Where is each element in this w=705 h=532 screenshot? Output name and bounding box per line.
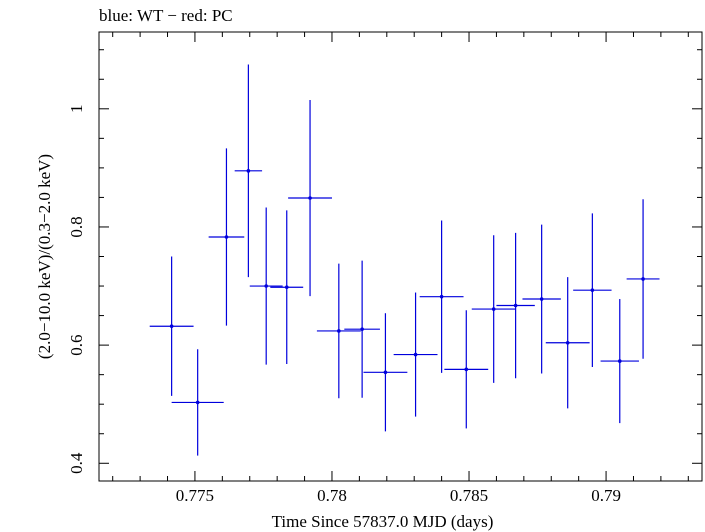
x-tick-label: 0.79 <box>591 486 621 505</box>
x-tick-label: 0.785 <box>450 486 488 505</box>
data-point <box>565 340 570 345</box>
data-point <box>169 324 174 329</box>
x-axis-label: Time Since 57837.0 MJD (days) <box>272 512 494 531</box>
y-tick-label: 0.8 <box>67 216 86 237</box>
y-tick-label: 0.4 <box>67 452 86 474</box>
data-point <box>513 303 518 308</box>
x-tick-label: 0.78 <box>317 486 347 505</box>
data-point <box>383 370 388 375</box>
y-axis-label: (2.0−10.0 keV)/(0.3−2.0 keV) <box>35 154 54 359</box>
data-point <box>539 297 544 301</box>
data-point <box>337 329 341 333</box>
data-point <box>284 285 289 290</box>
data-point <box>464 367 469 372</box>
data-point <box>246 169 251 173</box>
data-point <box>641 277 645 281</box>
data-point <box>308 196 312 200</box>
chart-title: blue: WT − red: PC <box>99 6 233 25</box>
data-point <box>224 235 229 239</box>
data-point <box>264 284 268 288</box>
data-point <box>413 352 418 357</box>
data-point <box>590 288 595 292</box>
data-point <box>617 359 622 363</box>
x-tick-label: 0.775 <box>176 486 214 505</box>
data-point <box>439 294 444 299</box>
data-point <box>360 327 364 331</box>
plot-frame <box>98 31 703 482</box>
data-point <box>195 400 200 405</box>
data-point <box>491 307 496 311</box>
y-tick-label: 0.6 <box>67 334 86 355</box>
y-tick-label: 1 <box>67 105 86 114</box>
